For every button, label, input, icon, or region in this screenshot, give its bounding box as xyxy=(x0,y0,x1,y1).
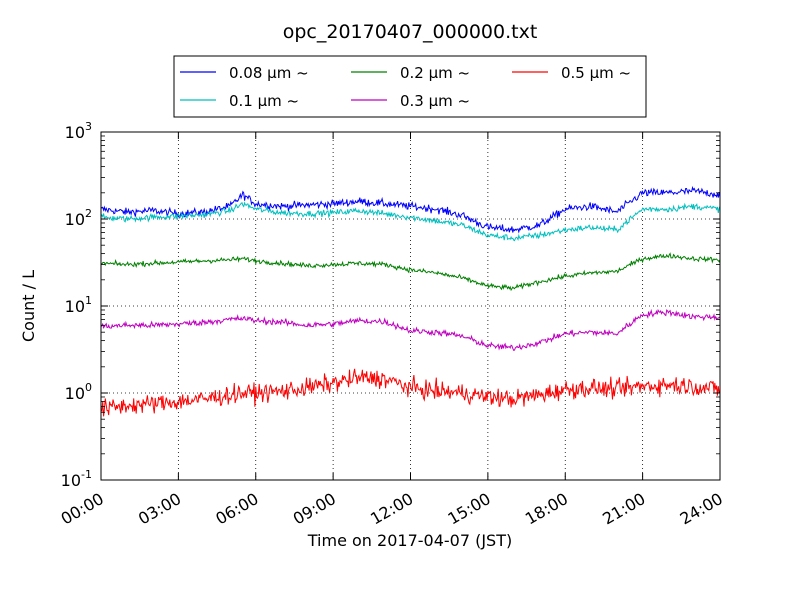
x-tick-label: 00:00 xyxy=(58,489,107,529)
series-line xyxy=(100,308,721,352)
legend-label: 0.5 μm ~ xyxy=(561,64,631,82)
legend-label: 0.1 μm ~ xyxy=(229,92,299,110)
legend-label: 0.08 μm ~ xyxy=(229,64,309,82)
legend-label: 0.2 μm ~ xyxy=(400,64,470,82)
y-tick-label: 100 xyxy=(65,381,92,403)
y-tick-label: 101 xyxy=(65,294,92,316)
series-line xyxy=(100,252,721,292)
legend: 0.08 μm ~ 0.1 μm ~ 0.2 μm ~ 0.3 μm ~ 0.5 μm … xyxy=(173,55,647,118)
x-axis-label: Time on 2017-04-07 (JST) xyxy=(307,531,512,550)
x-tick-label: 03:00 xyxy=(135,489,184,529)
y-tick-label: 103 xyxy=(65,120,92,142)
series-line xyxy=(100,201,721,242)
x-tick-label: 12:00 xyxy=(367,489,416,529)
x-axis: 00:00 03:00 06:00 09:00 12:00 15:00 18:00 21:00… xyxy=(58,132,726,529)
y-tick-label: 10-1 xyxy=(61,468,92,490)
x-tick-label: 24:00 xyxy=(677,489,726,529)
x-tick-label: 21:00 xyxy=(599,489,648,529)
series-layer xyxy=(100,185,721,417)
grid xyxy=(101,132,720,480)
x-tick-label: 09:00 xyxy=(290,489,339,529)
chart-title: opc_20170407_000000.txt xyxy=(283,21,538,43)
x-tick-label: 06:00 xyxy=(212,489,261,529)
y-axis-label: Count / L xyxy=(19,270,38,342)
legend-box xyxy=(173,55,647,118)
x-tick-label: 18:00 xyxy=(522,489,571,529)
y-tick-label: 102 xyxy=(65,207,92,229)
series-line xyxy=(100,368,721,417)
legend-label: 0.3 μm ~ xyxy=(400,92,470,110)
x-tick-label: 15:00 xyxy=(444,489,493,529)
series-line xyxy=(100,185,721,234)
y-axis: 10-1 100 101 102 103 xyxy=(61,120,720,490)
